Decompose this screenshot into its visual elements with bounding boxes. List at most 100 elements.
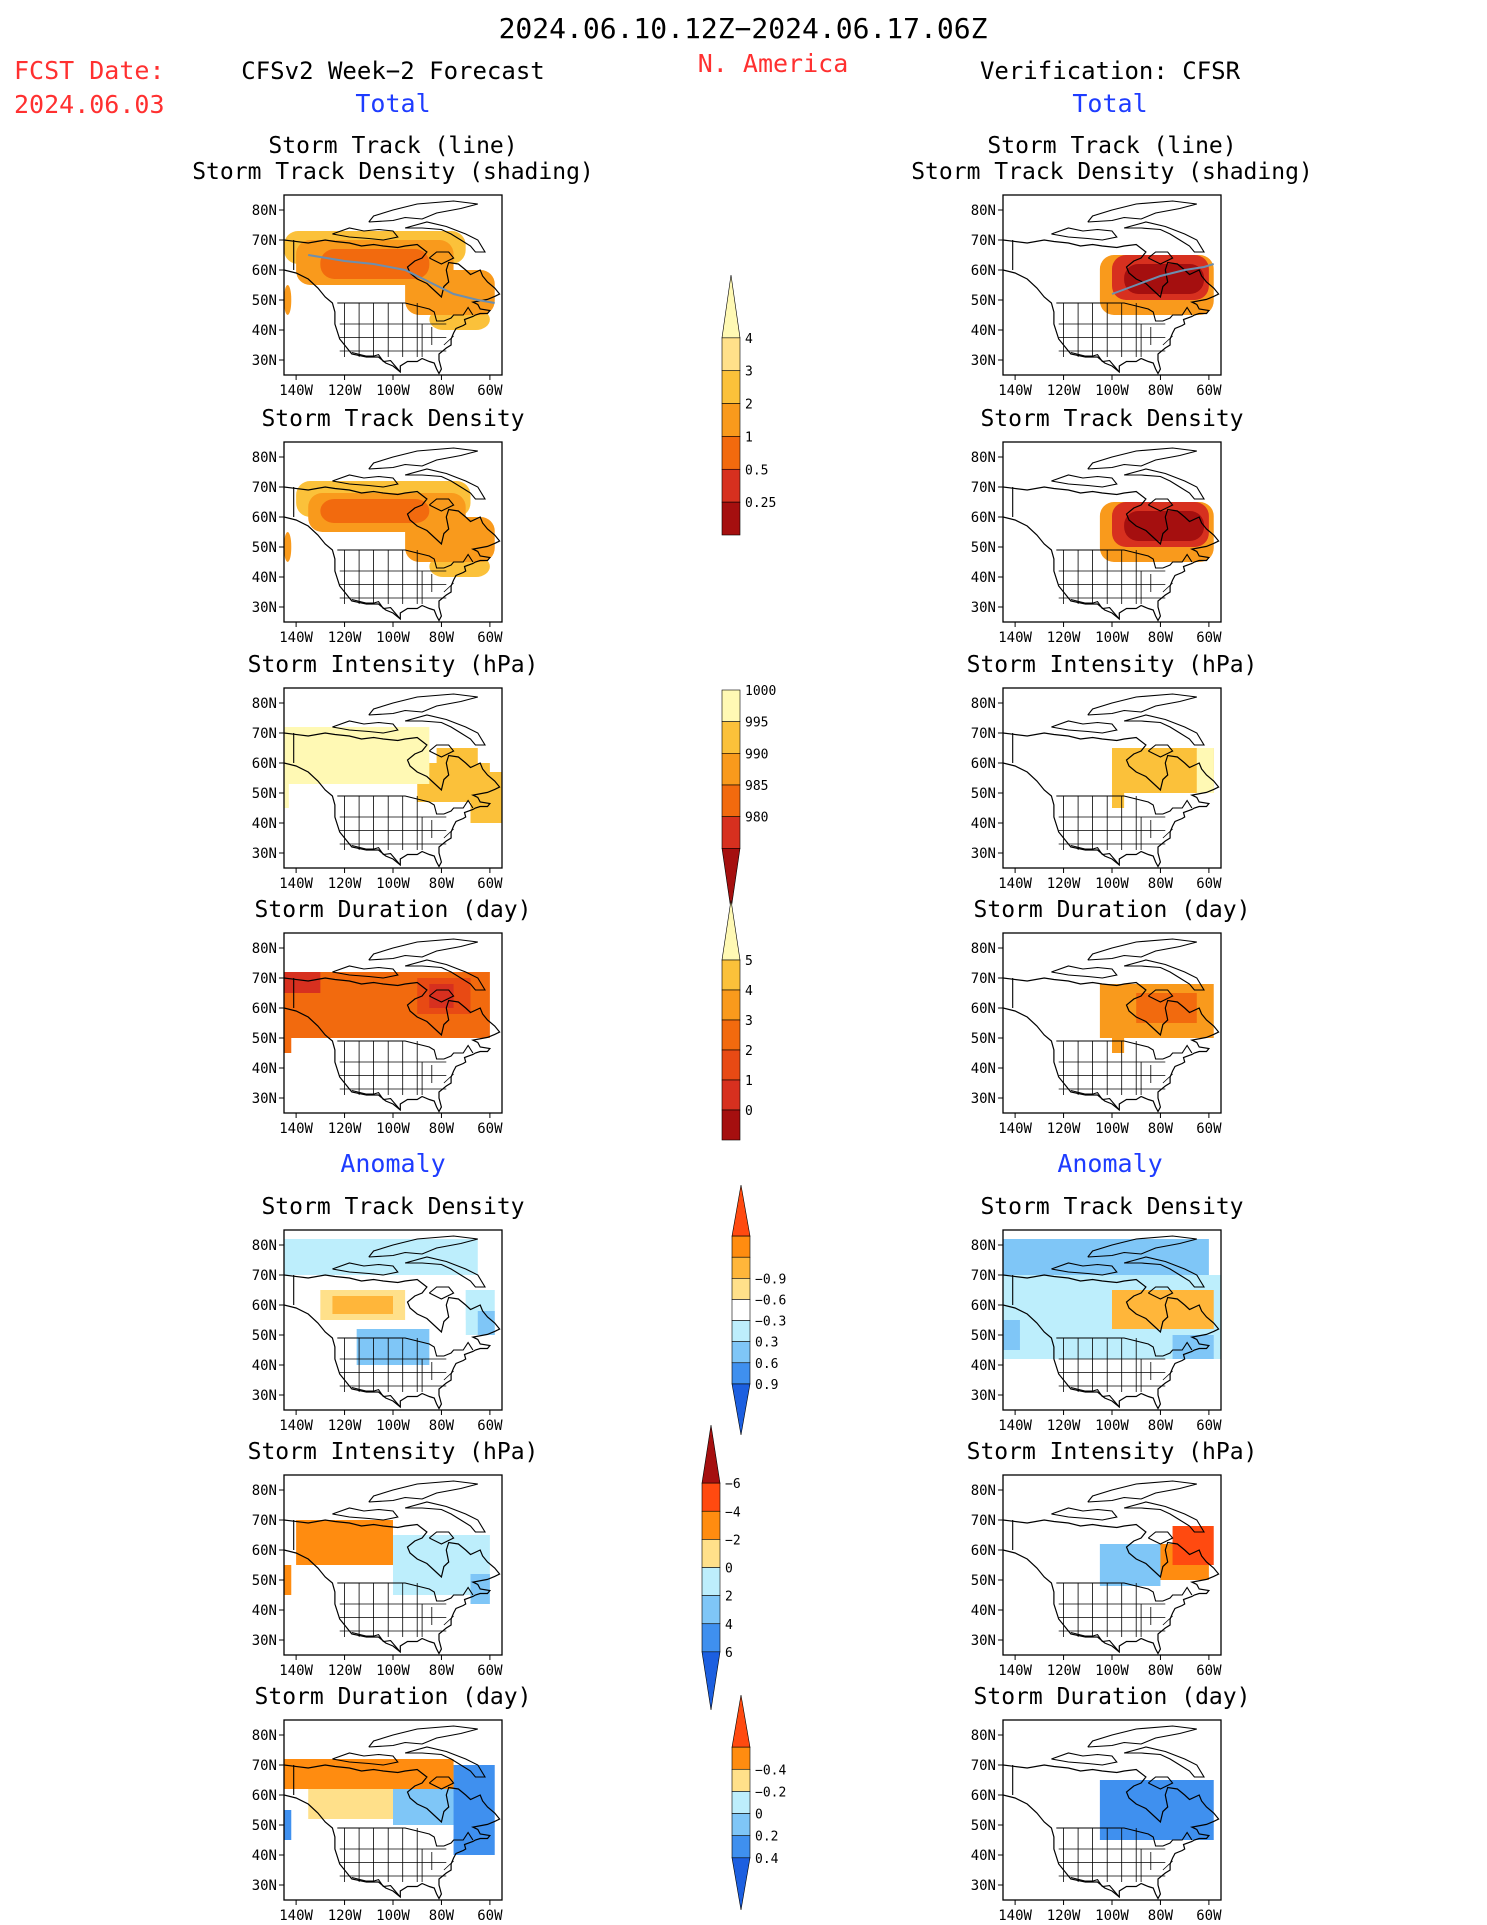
lat-tick-label: 30N	[971, 353, 996, 369]
shaded-cell	[1003, 1239, 1209, 1275]
colorbar-label: 990	[745, 747, 768, 762]
coastline	[404, 714, 486, 746]
coastline	[1003, 1764, 1220, 1900]
lon-tick-label: 80W	[429, 383, 455, 399]
map-panels: Storm Track (line)Storm Track Density (s…	[192, 133, 1313, 1924]
lat-tick-label: 70N	[971, 1268, 996, 1284]
panel-title: Storm Intensity (hPa)	[248, 652, 539, 678]
colorbar-swatch	[721, 468, 741, 503]
colorbar-swatch	[701, 1595, 721, 1625]
shaded-cell	[1136, 993, 1197, 1023]
shaded-cell	[1112, 793, 1125, 808]
lat-tick-label: 80N	[971, 1728, 996, 1744]
lat-tick-label: 80N	[252, 941, 277, 957]
state-line	[1162, 1860, 1173, 1871]
lat-tick-label: 50N	[971, 1573, 996, 1589]
lat-tick-label: 60N	[252, 1543, 277, 1559]
lon-tick-label: 80W	[429, 630, 455, 646]
lon-tick-label: 80W	[429, 876, 455, 892]
lon-tick-label: 140W	[279, 1663, 313, 1679]
colorbar-label: 0.4	[755, 1852, 779, 1867]
lon-tick-label: 60W	[1196, 383, 1222, 399]
colorbar-swatch	[701, 1424, 721, 1484]
colorbar-label: 1	[745, 1074, 753, 1089]
state-line	[443, 1370, 454, 1381]
lat-tick-label: 30N	[971, 600, 996, 616]
map-panel-obs_track: Storm Track (line)Storm Track Density (s…	[911, 133, 1313, 399]
coastline	[1051, 1752, 1118, 1766]
lat-tick-label: 30N	[252, 353, 277, 369]
state-line	[443, 1860, 454, 1871]
colorbar-label: 4	[725, 1618, 733, 1633]
colorbar-label: −0.2	[755, 1785, 786, 1800]
colorbar-label: 0	[745, 1104, 753, 1119]
panel-title: Storm Track Density (shading)	[911, 159, 1313, 185]
colorbar-label: 0.6	[755, 1357, 778, 1372]
lon-tick-label: 120W	[1047, 383, 1081, 399]
lon-tick-label: 60W	[1196, 1418, 1222, 1434]
colorbar-swatch	[721, 721, 741, 754]
lat-tick-label: 30N	[252, 846, 277, 862]
colorbar-label: −6	[725, 1477, 741, 1492]
lat-tick-label: 40N	[252, 1358, 277, 1374]
shaded-cell	[429, 984, 454, 1008]
lat-tick-label: 80N	[971, 696, 996, 712]
shaded-cell	[1112, 300, 1125, 315]
coastline	[1051, 1507, 1118, 1521]
lon-tick-label: 60W	[1196, 630, 1222, 646]
border-line	[351, 844, 401, 866]
lon-tick-label: 80W	[429, 1908, 455, 1924]
coastline	[1147, 1286, 1174, 1300]
coastline	[428, 251, 455, 265]
border-line	[1070, 1876, 1120, 1898]
colorbar-swatch	[721, 370, 741, 404]
lon-tick-label: 100W	[376, 630, 410, 646]
lat-tick-label: 40N	[971, 1848, 996, 1864]
coastline	[404, 468, 486, 500]
lat-tick-label: 80N	[252, 1728, 277, 1744]
coastline	[284, 1764, 501, 1900]
lon-tick-label: 120W	[1047, 1908, 1081, 1924]
shaded-cell	[284, 1239, 478, 1275]
coastline	[1147, 498, 1174, 512]
border-line	[351, 598, 401, 620]
coastline	[1147, 251, 1174, 265]
colorbar-swatch	[721, 274, 741, 339]
state-line	[1162, 1073, 1173, 1084]
colorbar-swatch	[721, 899, 741, 961]
lon-tick-label: 100W	[376, 383, 410, 399]
coastline	[332, 227, 399, 241]
colorbar-swatch	[721, 753, 741, 786]
border-line	[337, 795, 474, 815]
lat-tick-label: 60N	[252, 756, 277, 772]
lon-tick-label: 120W	[328, 1121, 362, 1137]
coastline	[404, 221, 486, 253]
lat-tick-label: 30N	[971, 846, 996, 862]
colorbar-label: 4	[745, 984, 753, 999]
lat-tick-label: 70N	[252, 1758, 277, 1774]
lon-tick-label: 100W	[1095, 876, 1129, 892]
colorbar-label: 980	[745, 811, 768, 826]
border-line	[337, 1582, 474, 1602]
coastline	[1051, 965, 1118, 979]
lon-tick-label: 80W	[1148, 876, 1174, 892]
lon-tick-label: 140W	[998, 1663, 1032, 1679]
coastline	[1123, 1746, 1205, 1778]
lat-tick-label: 40N	[971, 570, 996, 586]
colorbar-swatch	[721, 816, 741, 849]
lon-tick-label: 120W	[1047, 1121, 1081, 1137]
colorbar-swatch	[701, 1623, 721, 1653]
map-panel-obs_density: Storm Track Density 30N 40N 50N 60N 70N 80N 140…	[971, 406, 1244, 646]
coastline	[332, 474, 399, 488]
colorbar-swatch	[731, 1184, 751, 1237]
panel-title: Storm Track Density	[261, 406, 524, 432]
shaded-cell	[356, 1329, 430, 1365]
colorbar-label: 2	[745, 398, 753, 413]
lon-tick-label: 120W	[328, 630, 362, 646]
verification-column-title: Verification: CFSR	[980, 57, 1241, 85]
border-line	[337, 1827, 474, 1847]
colorbar-label: 4	[745, 332, 753, 347]
lon-tick-label: 120W	[328, 1908, 362, 1924]
state-line	[1162, 335, 1173, 346]
lat-tick-label: 60N	[252, 1001, 277, 1017]
